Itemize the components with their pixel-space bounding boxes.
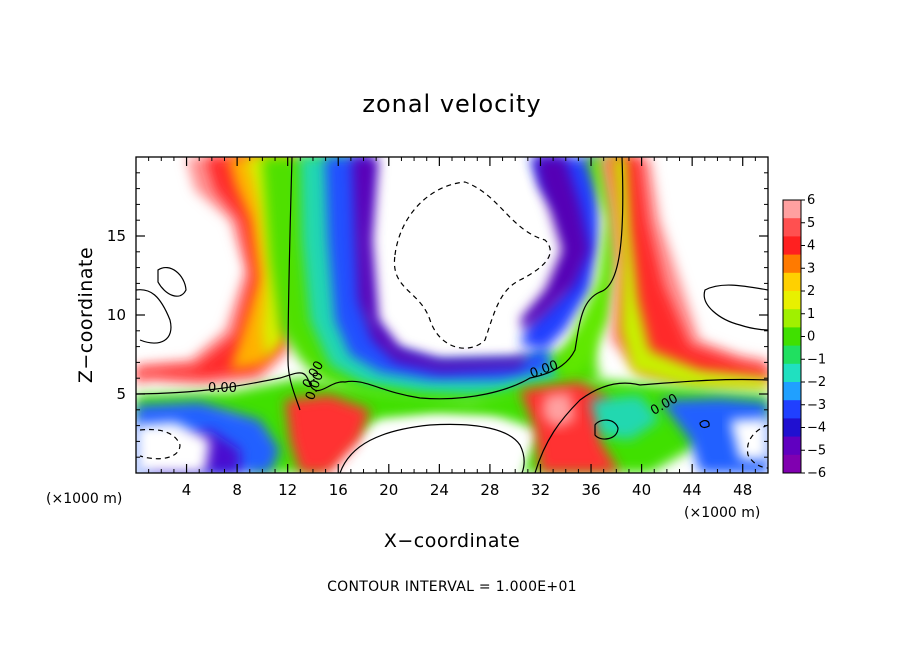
colorbar-label: 6 [807, 193, 815, 208]
x-tick-label: 40 [632, 481, 651, 499]
colorbar-swatch [783, 327, 801, 347]
colorbar-label: 4 [807, 239, 815, 254]
colorbar-label: 1 [807, 307, 815, 322]
x-tick-label: 20 [379, 481, 398, 499]
colorbar-labels: 6 5 4 3 2 1 0 −1 −2 −3 −4 −5 −6 [801, 193, 826, 481]
colorbar-swatch [783, 436, 801, 456]
contour-solid-top-left [136, 289, 172, 344]
colorbar-swatch [783, 218, 801, 237]
field-lower-white-mid [360, 418, 525, 473]
x-tick-label: 16 [329, 481, 348, 499]
contour-solid-left-column [287, 157, 301, 411]
field-column-purple [352, 157, 530, 372]
x-tick-label: 28 [480, 481, 499, 499]
x-axis-label: X−coordinate [384, 530, 520, 552]
colorbar-swatch [783, 200, 801, 219]
colorbar-swatch [783, 345, 801, 365]
colorbar-label: −4 [807, 421, 826, 436]
contour-dashed-center [393, 181, 551, 349]
colorbar-label: 3 [807, 261, 815, 276]
colorbar-label: 0 [807, 330, 815, 345]
colorbar-swatch [783, 254, 801, 274]
colorbar-label: 5 [807, 216, 815, 231]
y-axis-label: Z−coordinate [75, 247, 97, 383]
colorbar-swatch [783, 382, 801, 401]
contour-lines [136, 157, 768, 473]
colorbar-swatch [783, 291, 801, 310]
contour-solid-tiny-right [699, 420, 710, 429]
field-plume-right-red [610, 157, 768, 380]
contour-solid-small-loop [594, 419, 619, 440]
colorbar-label: 2 [807, 284, 815, 299]
colorbar-label: −2 [807, 375, 826, 390]
colorbar-swatch [783, 454, 801, 474]
x-tick-label: 4 [182, 481, 192, 499]
colorbar-swatch [783, 236, 801, 256]
contour-solid-loop-left [157, 267, 187, 297]
contour-interval-note: CONTOUR INTERVAL = 1.000E+01 [327, 579, 577, 595]
x-tick-label: 44 [683, 481, 702, 499]
plot-area: 0.00 0.00 0.00 0.00 0.00 [136, 157, 768, 473]
contour-label: 0.00 [208, 381, 237, 396]
contour-solid-main [136, 157, 624, 400]
colorbar-swatch [783, 272, 801, 292]
contour-solid-lower-right [534, 378, 768, 473]
colorbar-swatch [783, 400, 801, 419]
contour-dashed-lower-right [746, 424, 768, 469]
field-lower-cyan-right [590, 395, 660, 440]
colorbar-label: −1 [807, 352, 826, 367]
colorbar-label: −5 [807, 443, 826, 458]
field-band-right-purple [520, 157, 590, 330]
y-tick-label: 10 [107, 306, 126, 324]
y-tick-label: 15 [107, 227, 126, 245]
contour-dashed-lower-left [139, 428, 181, 460]
x-tick-label: 32 [531, 481, 550, 499]
x-unit-left: (×1000 m) [46, 491, 122, 507]
field-lower-red [285, 395, 370, 473]
colorbar-swatch [783, 418, 801, 438]
x-tick-label: 8 [232, 481, 242, 499]
velocity-field [136, 157, 768, 473]
chart-title: zonal velocity [362, 90, 541, 118]
contour-solid-right-top [703, 284, 768, 331]
x-unit-right: (×1000 m) [684, 505, 760, 521]
y-tick-label: 5 [116, 385, 126, 403]
y-axis-ticks: 5 10 15 [107, 172, 768, 458]
colorbar-label: −3 [807, 398, 826, 413]
field-column-blue [325, 157, 550, 380]
colorbar-swatch [783, 309, 801, 328]
colorbar [782, 199, 802, 474]
field-lower-pink-spot [542, 392, 575, 428]
x-tick-label: 48 [733, 481, 752, 499]
field-lower-white-left [136, 422, 210, 473]
contour-solid-lower-mid [339, 423, 525, 473]
colorbar-swatch [783, 363, 801, 383]
colorbar-label: −6 [807, 466, 826, 481]
x-axis-ticks: 4 8 12 16 20 24 28 32 36 40 44 48 [148, 157, 756, 499]
x-tick-label: 24 [430, 481, 449, 499]
x-tick-label: 12 [278, 481, 297, 499]
field-band-right-green [560, 157, 625, 380]
field-lower-white-right [730, 418, 768, 460]
x-tick-label: 36 [581, 481, 600, 499]
